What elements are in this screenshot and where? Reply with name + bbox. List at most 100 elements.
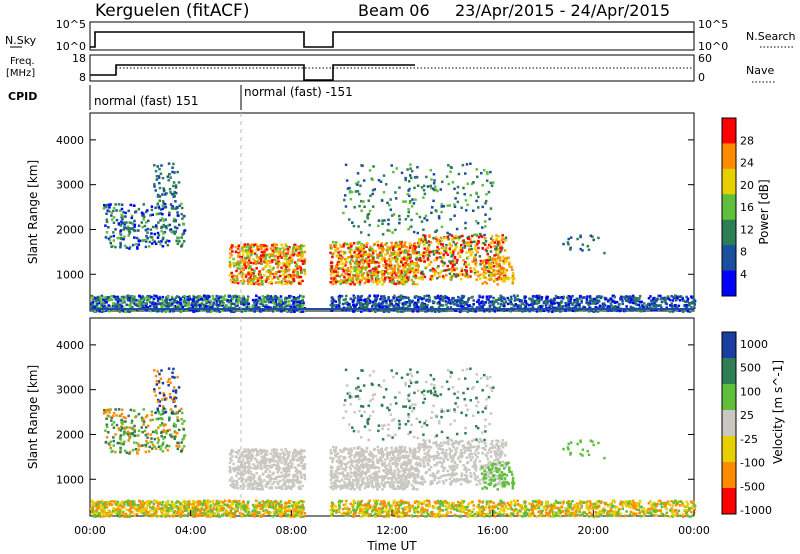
power-cell (368, 301, 372, 305)
power-cell (239, 271, 243, 274)
power-cell (404, 278, 408, 281)
power-cell (652, 304, 655, 308)
power-cell (498, 271, 501, 275)
power-cell (247, 302, 250, 305)
power-cell (291, 250, 294, 253)
power-cell (489, 250, 493, 253)
power-cell (241, 246, 244, 249)
power-cell (251, 250, 254, 253)
power-cell (481, 241, 484, 245)
power-cell (408, 271, 412, 274)
power-cell (172, 219, 176, 223)
power-cell (417, 245, 420, 248)
power-cell (462, 186, 465, 190)
power-cell (488, 258, 492, 262)
velocity-cell (118, 508, 122, 511)
power-cell (122, 237, 125, 241)
power-cell (276, 263, 280, 266)
power-cell (387, 218, 390, 222)
power-cell (412, 230, 416, 234)
power-cell (523, 303, 527, 306)
power-cell (363, 302, 367, 306)
velocity-cell (299, 499, 302, 503)
power-cell (592, 310, 596, 313)
power-cell (261, 298, 265, 302)
power-cell (471, 234, 474, 238)
power-cell (414, 249, 417, 253)
power-cell (384, 253, 387, 256)
power-cell (629, 305, 633, 309)
power-cell (465, 163, 469, 166)
power-cell (485, 171, 489, 174)
power-cell (545, 299, 549, 302)
power-cell (557, 301, 560, 305)
power-cell (261, 295, 265, 298)
power-cell (476, 221, 480, 225)
power-cell (454, 267, 458, 271)
power-cell (351, 273, 355, 277)
power-cell (538, 298, 541, 301)
power-cell (250, 252, 254, 255)
power-cell (110, 214, 113, 217)
power-cell (124, 226, 128, 230)
power-cell (259, 273, 262, 277)
power-cell (297, 251, 301, 255)
power-cell (404, 176, 407, 180)
power-cell (130, 295, 133, 299)
power-cell (528, 297, 531, 300)
power-cell (483, 303, 486, 307)
power-cell (393, 294, 396, 298)
power-cell (366, 216, 369, 219)
power-cell (361, 200, 365, 203)
velocity-cell (229, 509, 233, 512)
velocity-cell (114, 508, 118, 511)
power-cell (227, 308, 230, 312)
power-cell (241, 300, 244, 303)
power-cell (166, 309, 170, 312)
power-cell (432, 268, 436, 271)
power-cell (473, 247, 477, 250)
power-cell (403, 271, 407, 274)
power-cell (498, 242, 501, 245)
power-cell (214, 297, 217, 301)
power-cell (377, 277, 380, 281)
power-cell (422, 188, 426, 192)
power-cell (342, 298, 346, 302)
power-cell (278, 305, 282, 308)
power-cell (138, 294, 141, 298)
power-cell (488, 217, 491, 221)
power-cell (480, 300, 484, 303)
power-cell (514, 296, 517, 300)
velocity-cell (227, 499, 231, 502)
power-cell (484, 301, 488, 304)
power-cell (301, 262, 305, 266)
power-cell (285, 252, 288, 256)
power-cell (585, 308, 589, 312)
power-cell (407, 227, 410, 231)
velocity-cell (163, 509, 167, 512)
power-cell (401, 297, 405, 300)
velocity-cell (181, 504, 185, 507)
velocity-cell (141, 505, 145, 508)
power-cell (129, 297, 132, 301)
power-cell (440, 203, 444, 206)
power-cell (254, 262, 258, 266)
power-cell (261, 301, 265, 304)
power-cell (378, 251, 382, 255)
power-cell (436, 189, 439, 193)
power-cell (264, 265, 268, 268)
power-cell (386, 251, 389, 255)
power-cell (262, 267, 265, 271)
power-cell (606, 299, 610, 303)
power-cell (352, 294, 355, 298)
power-cell (285, 296, 289, 300)
power-cell (297, 296, 300, 300)
power-cell (114, 303, 118, 306)
power-cell (399, 279, 403, 282)
power-cell (430, 275, 434, 278)
power-cell (155, 178, 159, 181)
power-cell (410, 244, 413, 247)
power-cell (248, 255, 251, 259)
power-cell (382, 191, 386, 194)
power-cell (398, 186, 401, 189)
